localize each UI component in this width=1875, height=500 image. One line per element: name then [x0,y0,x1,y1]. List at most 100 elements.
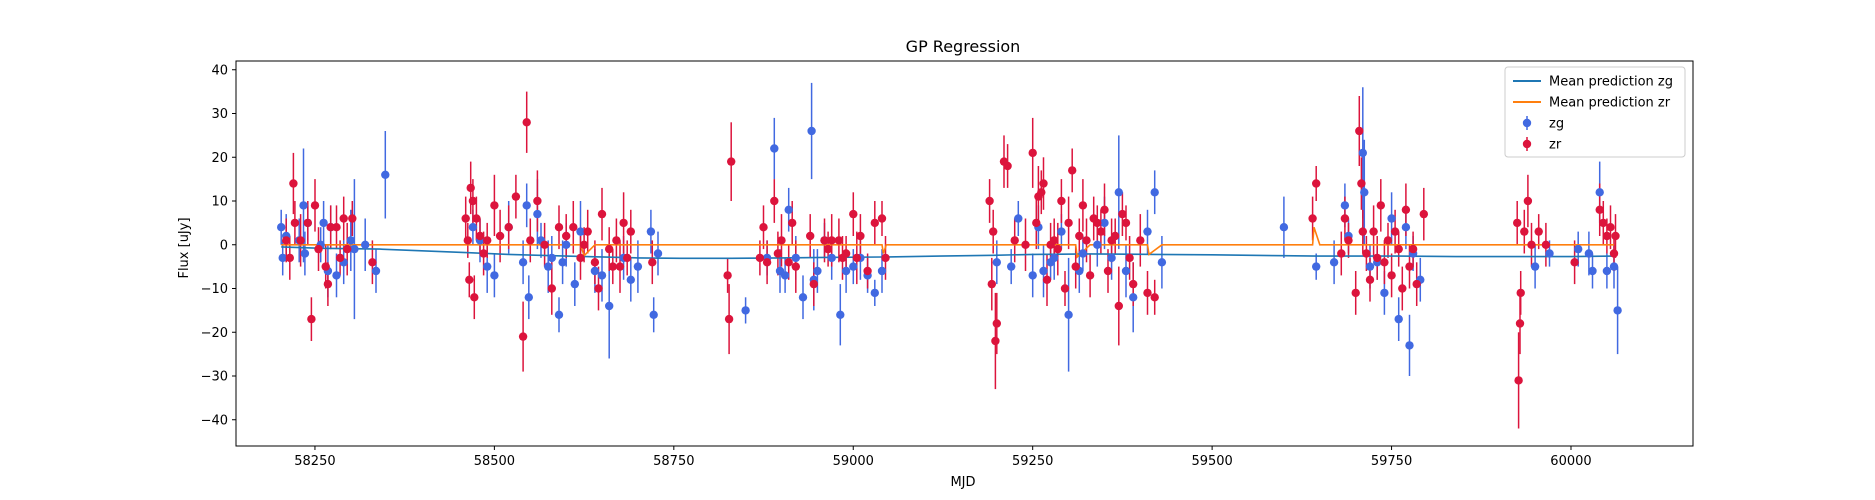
zr-point [1312,179,1321,188]
zg-point [518,258,528,267]
zr-point [522,118,531,127]
x-tick-label: 59000 [833,454,874,469]
zr-point [323,279,333,289]
legend-label: Mean prediction zg [1549,75,1673,90]
zg-point [1078,249,1088,258]
zg-point [533,209,542,219]
zr-point [472,214,481,223]
zg-point [468,223,478,232]
zr-point [368,258,377,267]
zg-point [1007,262,1016,271]
zr-point [1520,227,1529,236]
zr-point [290,218,300,228]
zr-point [759,223,768,232]
zg-point [1609,262,1619,271]
zg-point [597,271,607,280]
zg-point [319,218,328,228]
zg-point [1401,223,1411,232]
zr-point [1103,266,1113,276]
x-tick-label: 59250 [1012,454,1053,469]
zg-point [1574,244,1583,254]
zg-point [590,266,600,276]
zr-point [791,262,800,271]
zr-point [1516,288,1525,298]
zr-point [1010,236,1019,245]
zg-point [1380,288,1389,298]
y-tick-label: −30 [201,370,228,385]
zr-point [569,223,578,232]
zr-point [723,271,732,280]
zr-point [762,258,772,267]
zr-point [1527,240,1536,249]
y-tick-label: −40 [201,413,228,428]
zr-point [1412,279,1421,289]
zg-point [522,201,531,210]
zr-point [992,319,1001,328]
zg-point [332,271,341,280]
zr-point [314,244,323,254]
zr-point [479,249,488,258]
zr-point [1351,288,1360,298]
zr-point [1150,293,1159,302]
zg-point [1360,188,1369,197]
x-tick-label: 60000 [1550,454,1591,469]
zg-point [300,249,310,258]
zg-point [570,279,579,289]
zg-point [1014,214,1023,223]
zr-point [612,236,621,245]
zg-point [1057,227,1066,236]
y-tick-label: 20 [211,151,228,166]
zr-point [339,214,348,223]
zr-point [463,236,472,245]
zr-point [1355,126,1364,136]
zr-point [1387,271,1396,280]
zr-point [619,218,628,228]
x-tick-label: 59500 [1191,454,1232,469]
zr-point [1121,218,1131,228]
zr-point [623,253,632,263]
zr-point [1085,271,1095,280]
zg-point [841,266,851,276]
zr-point [490,201,499,210]
zr-point [1609,249,1619,258]
zg-point [1312,262,1321,271]
zg-point [780,271,790,280]
zr-point [770,196,779,206]
zr-point [1075,231,1084,241]
zg-point [547,253,556,263]
zg-point [1100,218,1109,228]
zr-point [1401,205,1411,214]
zg-point [562,240,571,249]
zg-point [1039,266,1048,276]
zr-point [1096,227,1106,236]
zg-point [877,266,887,276]
zg-point [350,244,359,254]
zg-point [1150,188,1159,197]
zr-point [809,279,818,289]
chart-title: GP Regression [906,37,1021,56]
x-tick-label: 58750 [653,454,694,469]
zr-point [483,236,492,245]
zr-point [1369,227,1378,236]
zg-point [633,262,643,271]
zr-point [1032,218,1041,228]
zr-point [1398,284,1407,293]
zr-point [1534,227,1543,236]
zr-point [1358,227,1368,236]
zr-point [321,262,330,271]
zr-point [1308,214,1317,223]
legend-marker-swatch [1522,139,1532,149]
zg-point [1143,227,1152,236]
zg-point [1329,258,1339,267]
zg-point [277,223,286,232]
zg-point [791,253,800,263]
zr-point [465,275,474,284]
zr-point [1042,275,1052,284]
zr-point [1111,231,1120,241]
zr-point [1408,244,1418,254]
zr-point [1021,240,1030,249]
zg-point [278,253,287,263]
zr-point [605,244,614,254]
zg-point [1129,293,1138,302]
